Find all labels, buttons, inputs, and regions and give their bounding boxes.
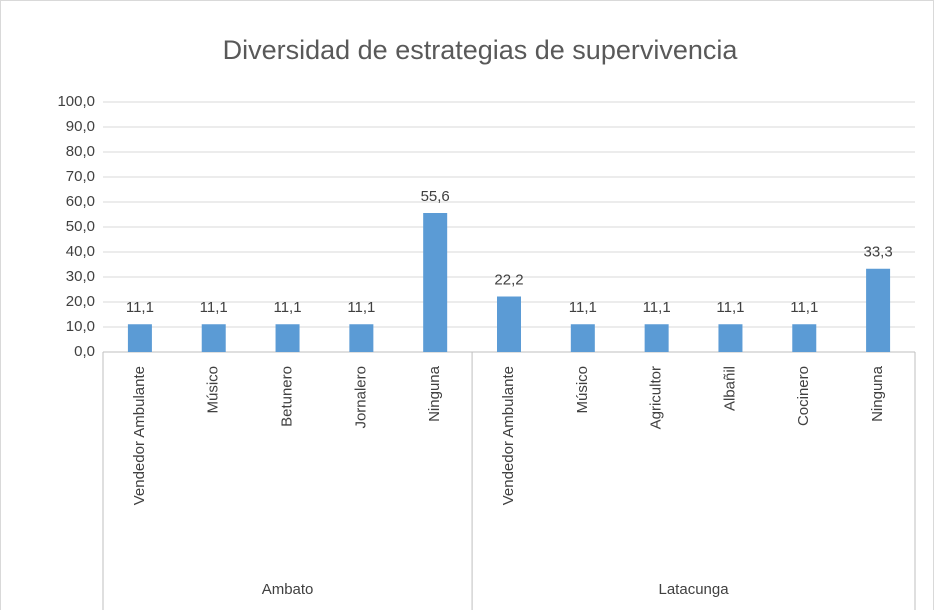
x-tick-label: Betunero [279, 366, 296, 427]
group-label: Latacunga [659, 581, 730, 598]
y-tick-label: 10,0 [66, 318, 95, 335]
data-label: 11,1 [200, 299, 228, 316]
data-label: 11,1 [643, 299, 671, 316]
x-tick-label: Agricultor [648, 366, 665, 429]
x-tick-label: Albañil [721, 366, 738, 411]
y-tick-label: 20,0 [66, 293, 95, 310]
y-tick-label: 90,0 [66, 118, 95, 135]
x-tick-label: Jornalero [352, 366, 369, 429]
y-tick-label: 70,0 [66, 168, 95, 185]
bar [201, 324, 226, 352]
bar [570, 324, 595, 352]
y-tick-label: 50,0 [66, 218, 95, 235]
x-tick-label: Músico [205, 366, 222, 414]
data-label: 33,3 [863, 244, 892, 261]
data-label: 22,2 [494, 271, 523, 288]
data-label: 11,1 [126, 299, 154, 316]
data-label: 55,6 [421, 188, 450, 205]
bar [644, 324, 669, 352]
bar [275, 324, 300, 352]
bar [718, 324, 743, 352]
x-tick-label: Vendedor Ambulante [500, 366, 517, 505]
y-tick-label: 60,0 [66, 193, 95, 210]
y-tick-label: 30,0 [66, 268, 95, 285]
chart-title: Diversidad de estrategias de supervivenc… [223, 35, 739, 65]
data-label: 11,1 [273, 299, 301, 316]
data-label: 11,1 [790, 299, 818, 316]
data-label: 11,1 [716, 299, 744, 316]
bar [423, 213, 448, 352]
y-tick-label: 100,0 [57, 93, 95, 110]
y-tick-label: 80,0 [66, 143, 95, 160]
data-label: 11,1 [569, 299, 597, 316]
x-tick-label: Ninguna [869, 365, 886, 422]
y-tick-label: 40,0 [66, 243, 95, 260]
data-label: 11,1 [347, 299, 375, 316]
y-tick-label: 0,0 [74, 343, 95, 360]
bar [497, 296, 521, 352]
x-tick-label: Músico [574, 366, 591, 414]
group-label: Ambato [262, 581, 314, 598]
bar [792, 324, 817, 352]
x-tick-label: Vendedor Ambulante [131, 366, 148, 505]
bar [866, 268, 891, 352]
bar [127, 324, 152, 352]
x-tick-label: Cocinero [795, 366, 812, 426]
bar [349, 324, 374, 352]
x-tick-label: Ninguna [426, 365, 443, 422]
